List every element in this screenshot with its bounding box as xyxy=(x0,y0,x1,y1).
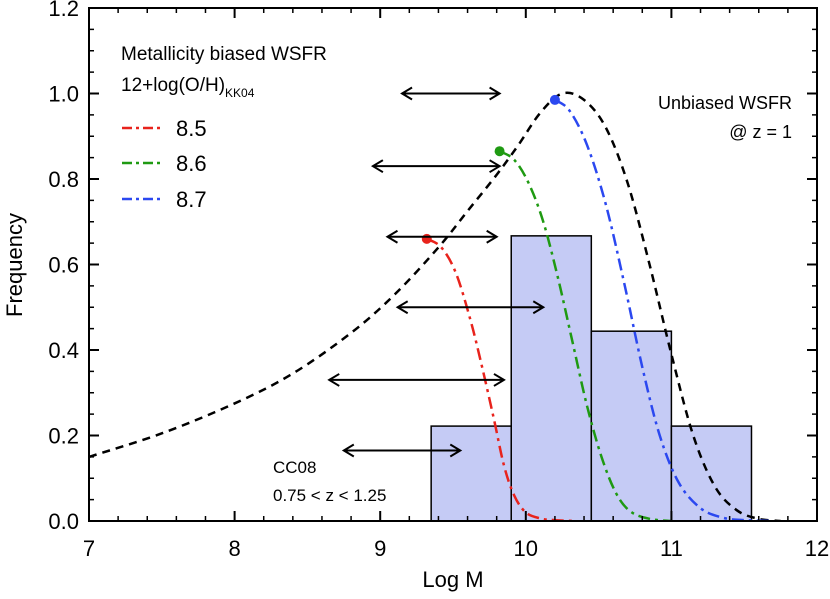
legend-label-8-5: 8.5 xyxy=(176,116,207,141)
annotation-cc08-line1: CC08 xyxy=(273,458,316,477)
annotation-unbiased-line2: @ z = 1 xyxy=(729,122,792,142)
legend-subtitle-subscript: KK04 xyxy=(225,86,255,100)
legend-subtitle: 12+log(O/H)KK04 xyxy=(121,75,255,100)
range-arrow-1 xyxy=(400,86,502,101)
y-axis-title: Frequency xyxy=(2,213,27,317)
x-tick-label: 7 xyxy=(83,536,95,561)
series-line-8-7 xyxy=(554,98,774,521)
range-arrow-3 xyxy=(385,229,499,244)
x-tick-label: 11 xyxy=(660,536,683,561)
y-tick-label: 0.0 xyxy=(48,509,79,534)
legend-subtitle-main: 12+log(O/H) xyxy=(121,75,225,96)
series-line-8-6 xyxy=(498,150,672,521)
x-axis-title: Log M xyxy=(422,567,483,592)
peak-marker-2 xyxy=(494,146,505,157)
x-tick-label: 9 xyxy=(374,536,386,561)
annotation-unbiased-line1: Unbiased WSFR xyxy=(658,93,792,113)
legend-label-8-7: 8.7 xyxy=(176,187,207,212)
legend-title: Metallicity biased WSFR xyxy=(121,44,327,65)
y-tick-label: 1.0 xyxy=(48,82,79,107)
histogram-bar-2 xyxy=(510,235,593,521)
y-tick-label: 1.2 xyxy=(48,0,79,21)
histogram-bar-1 xyxy=(430,425,512,521)
range-arrow-4 xyxy=(395,300,546,315)
peak-marker-1 xyxy=(421,233,432,244)
y-tick-label: 0.4 xyxy=(48,338,79,363)
range-arrow-2 xyxy=(370,159,502,174)
series-line-8-5 xyxy=(426,237,577,521)
range-arrow-5 xyxy=(327,373,506,387)
legend-label-8-6: 8.6 xyxy=(176,151,207,176)
annotation-cc08-line2: 0.75 < z < 1.25 xyxy=(273,486,386,505)
x-tick-label: 8 xyxy=(228,536,240,561)
x-tick-label: 12 xyxy=(805,536,829,561)
series-line-unbiased xyxy=(89,91,781,521)
legend: Metallicity biased WSFR 12+log(O/H)KK04 … xyxy=(121,44,327,212)
y-tick-label: 0.6 xyxy=(48,253,79,278)
histogram-bar-4 xyxy=(670,425,753,521)
x-tick-label: 10 xyxy=(514,536,538,561)
histogram-bar-3 xyxy=(590,330,673,521)
y-tick-label: 0.2 xyxy=(48,424,79,449)
peak-marker-3 xyxy=(549,94,560,105)
y-tick-label: 0.8 xyxy=(48,167,79,192)
range-arrow-6 xyxy=(341,443,463,458)
